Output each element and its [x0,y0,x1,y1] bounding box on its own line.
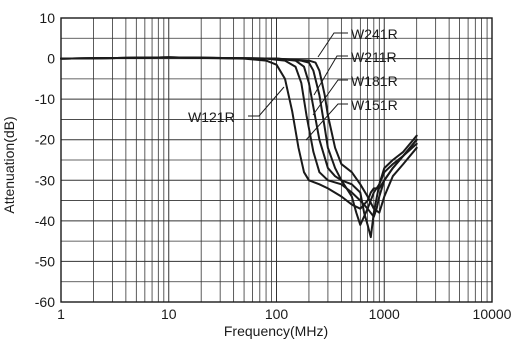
y-tick-labels: 10 0 -10 -20 -30 -40 -50 -60 [35,10,55,310]
grid [61,18,492,302]
x-tick-label: 10 [161,306,177,322]
y-tick-label: -60 [35,294,55,310]
y-tick-label: 10 [39,10,55,26]
leader-w121r [248,86,285,117]
y-axis-title: Attenuation(dB) [1,116,17,213]
leader-w211r [313,55,348,96]
y-tick-label: -40 [35,213,55,229]
x-tick-label: 1000 [369,306,400,322]
curves [60,56,418,239]
label-w241r: W241R [351,26,398,42]
series-line-w121r [60,56,418,210]
series-line-w241r [60,56,418,214]
y-tick-label: -30 [35,172,55,188]
leader-w181r [312,79,348,116]
x-tick-labels: 1 10 100 1000 10000 [57,306,512,322]
y-tick-label: 0 [47,51,55,67]
series-line-w211r [60,56,418,239]
series-line-w151r [60,56,418,218]
plot-frame [60,17,493,303]
y-tick-label: -10 [35,91,55,107]
label-leaders [248,32,348,141]
label-w121r: W121R [188,109,235,125]
x-axis-title: Frequency(MHz) [224,323,328,339]
label-w151r: W151R [351,97,398,113]
y-tick-label: -50 [35,253,55,269]
leader-w151r [305,103,348,141]
x-tick-label: 100 [265,306,289,322]
x-tick-label: 1 [57,306,65,322]
x-tick-label: 10000 [473,306,512,322]
label-w211r: W211R [351,49,397,65]
y-tick-label: -20 [35,132,55,148]
leader-w241r [317,32,348,58]
label-w181r: W181R [351,73,398,89]
